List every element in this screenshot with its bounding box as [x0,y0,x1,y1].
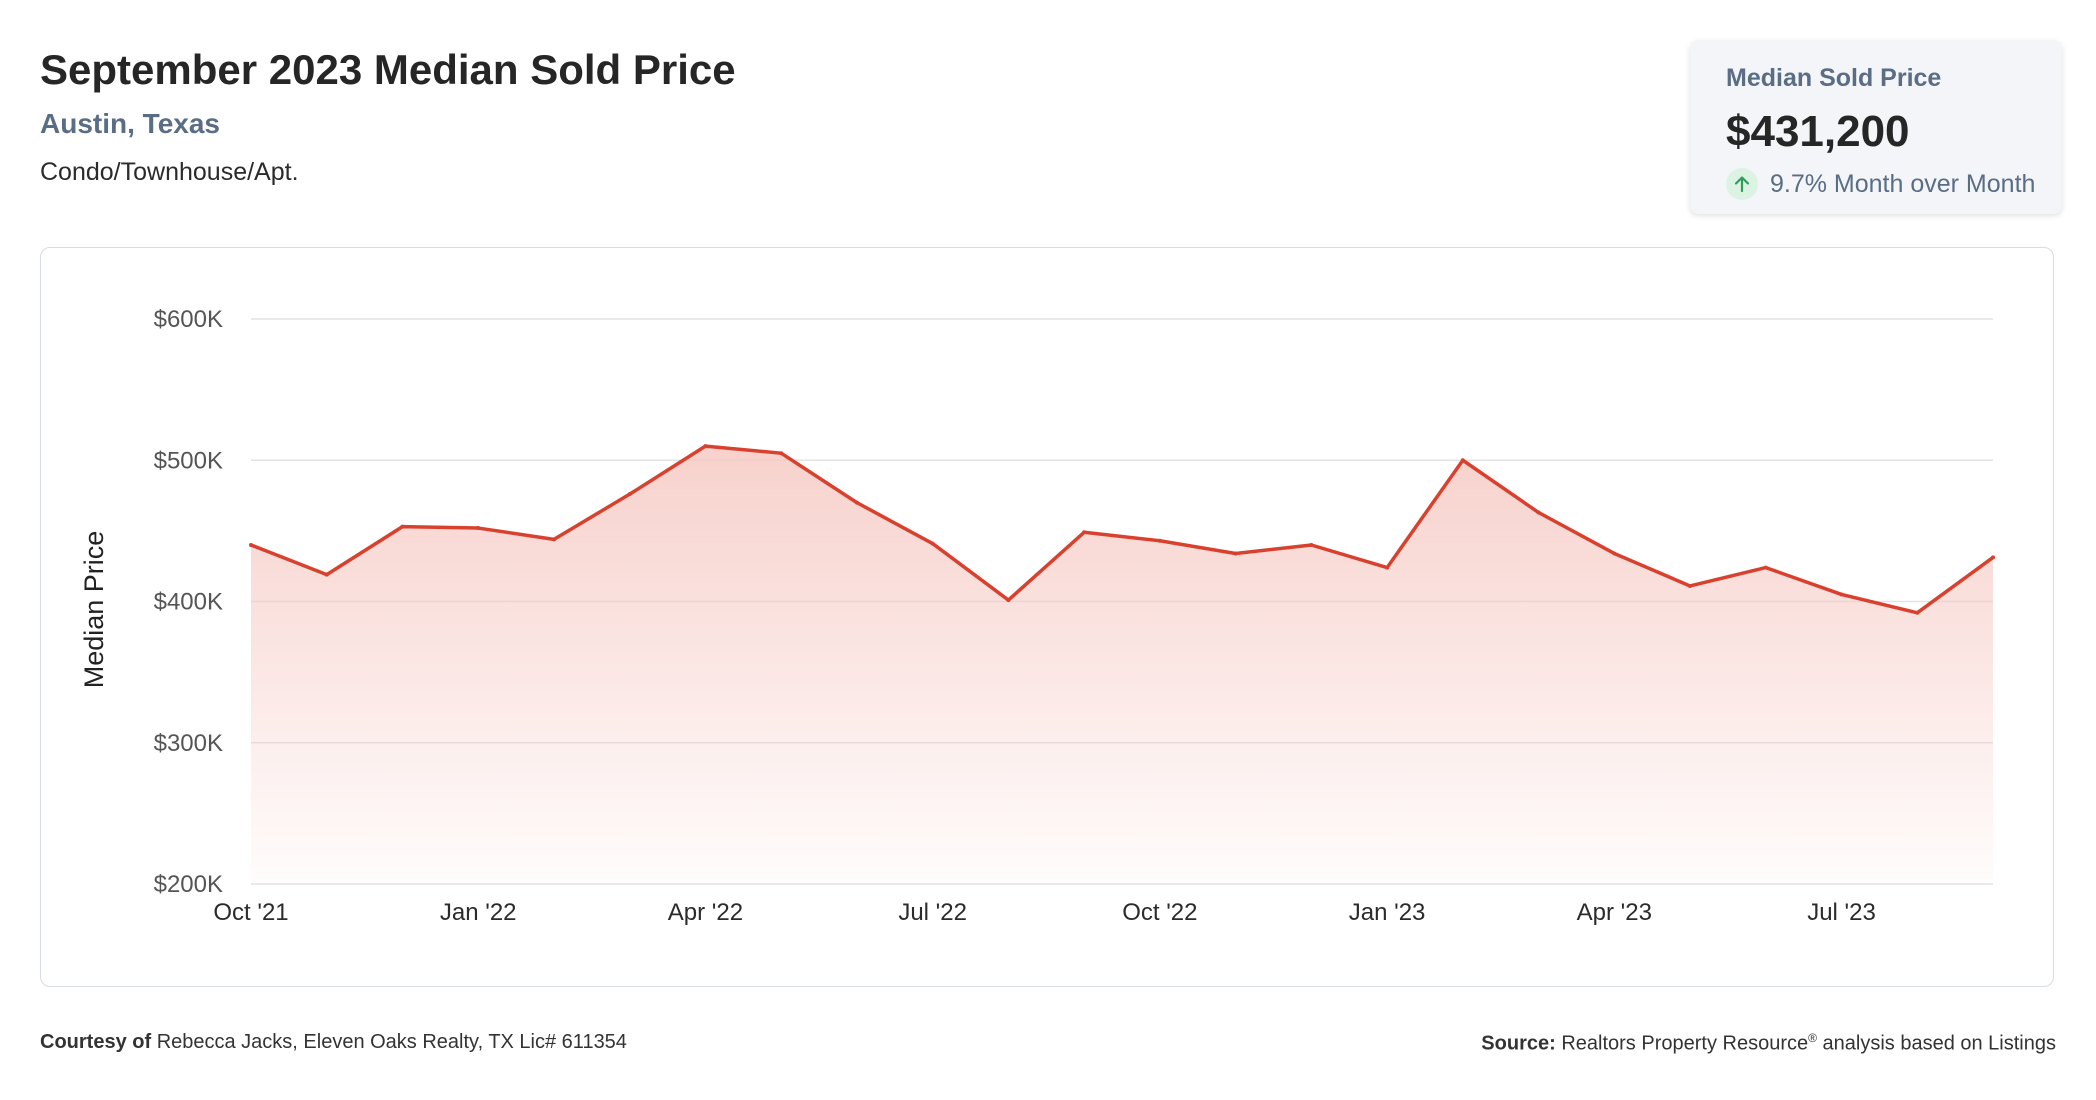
x-tick-label: Apr '23 [1577,899,1652,926]
x-tick-label: Apr '22 [668,899,743,926]
data-point [1460,458,1465,463]
data-point [779,451,784,456]
data-point [627,492,632,497]
series-line [249,444,1995,615]
data-point [249,543,253,547]
chart-container: $200K $300K $400K $500K $600K Oct '21 Jan '22 A… [40,247,2054,987]
kpi-label: Median Sold Price [1726,64,1942,92]
x-tick-label: Oct '21 [213,899,288,926]
x-tick-label: Jan '22 [440,899,517,926]
data-point [1082,530,1087,535]
x-tick-label: Jul '23 [1807,899,1876,926]
data-point [1688,583,1693,588]
data-point [930,541,935,546]
location-label: Austin, Texas [40,108,220,139]
data-point [1006,598,1011,603]
arrow-up-icon [1726,168,1758,200]
data-point [324,572,329,577]
registered-mark: ® [1808,1031,1817,1045]
source-footer: Source: Realtors Property Resource® anal… [1481,1031,2056,1056]
data-point [400,524,405,529]
x-tick-label: Oct '22 [1122,899,1197,926]
data-point [551,537,556,542]
data-point [1839,592,1844,597]
kpi-change: 9.7% Month over Month [1726,168,2062,200]
data-point [476,526,481,531]
x-tick-label: Jul '22 [898,899,967,926]
page-title: September 2023 Median Sold Price [40,46,736,93]
data-point [1233,551,1238,556]
data-point [703,444,708,449]
area-fill [251,446,1993,884]
data-point [1915,610,1920,615]
data-point [1157,538,1162,543]
courtesy-label: Courtesy of [40,1031,152,1053]
y-tick-label: $400K [154,589,223,616]
property-type-label: Condo/Townhouse/Apt. [40,158,299,186]
courtesy-footer: Courtesy of Rebecca Jacks, Eleven Oaks R… [40,1031,627,1054]
y-tick-label: $600K [154,306,223,333]
source-suffix: analysis based on Listings [1822,1032,2056,1055]
data-point [1309,543,1314,547]
data-point [1763,565,1768,570]
data-point [854,500,859,505]
y-tick-label: $200K [154,871,223,898]
data-point [1991,555,1995,560]
kpi-value: $431,200 [1726,107,1910,156]
data-point [1536,510,1541,515]
report-header: September 2023 Median Sold Price Austin,… [40,42,736,188]
y-axis-label: Median Price [79,531,109,689]
median-price-card: Median Sold Price $431,200 9.7% Month ov… [1690,40,2062,214]
source-label: Source: [1481,1032,1556,1055]
kpi-change-text: 9.7% Month over Month [1770,169,2036,198]
y-tick-label: $300K [154,730,223,757]
data-point [1385,565,1390,570]
courtesy-text: Rebecca Jacks, Eleven Oaks Realty, TX Li… [156,1031,627,1053]
source-text: Realtors Property Resource [1561,1032,1809,1055]
y-tick-label: $500K [154,447,223,474]
median-price-chart: $200K $300K $400K $500K $600K Oct '21 Jan '22 A… [79,306,1995,926]
data-point [1612,551,1617,556]
x-tick-label: Jan '23 [1349,899,1426,926]
